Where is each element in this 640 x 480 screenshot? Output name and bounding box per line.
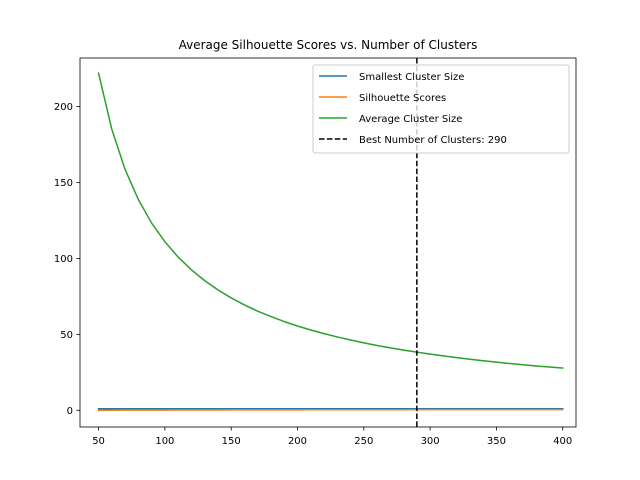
legend-box [312, 64, 570, 154]
x-tick-label: 350 [487, 436, 506, 447]
x-tick-label: 100 [155, 436, 174, 447]
plot-area [97, 58, 564, 427]
axes-frame [79, 57, 577, 428]
series-line-2 [97, 408, 564, 411]
axes: 50 100 150 200 250 300 350 400 0 50 100 150 200 [54, 57, 577, 447]
legend-label: Average Cluster Size [359, 114, 462, 125]
x-tick-label: 150 [222, 436, 241, 447]
legend-label: Best Number of Clusters: 290 [359, 135, 507, 146]
y-tick-label: 0 [67, 406, 73, 417]
x-tick-label: 400 [553, 436, 572, 447]
legend: Smallest Cluster Size Silhouette Scores Av… [312, 64, 570, 154]
legend-label: Smallest Cluster Size [359, 72, 464, 83]
x-tick-label: 250 [354, 436, 373, 447]
y-tick-label: 200 [54, 102, 73, 113]
x-tick-label: 300 [421, 436, 440, 447]
x-tick-label: 200 [288, 436, 307, 447]
chart-title: Average Silhouette Scores vs. Number of … [179, 38, 478, 52]
x-tick-label: 50 [92, 436, 105, 447]
y-tick-label: 150 [54, 178, 73, 189]
series-line-3 [97, 72, 564, 369]
legend-label: Silhouette Scores [359, 93, 446, 104]
y-tick-label: 100 [54, 254, 73, 265]
y-tick-label: 50 [60, 330, 73, 341]
